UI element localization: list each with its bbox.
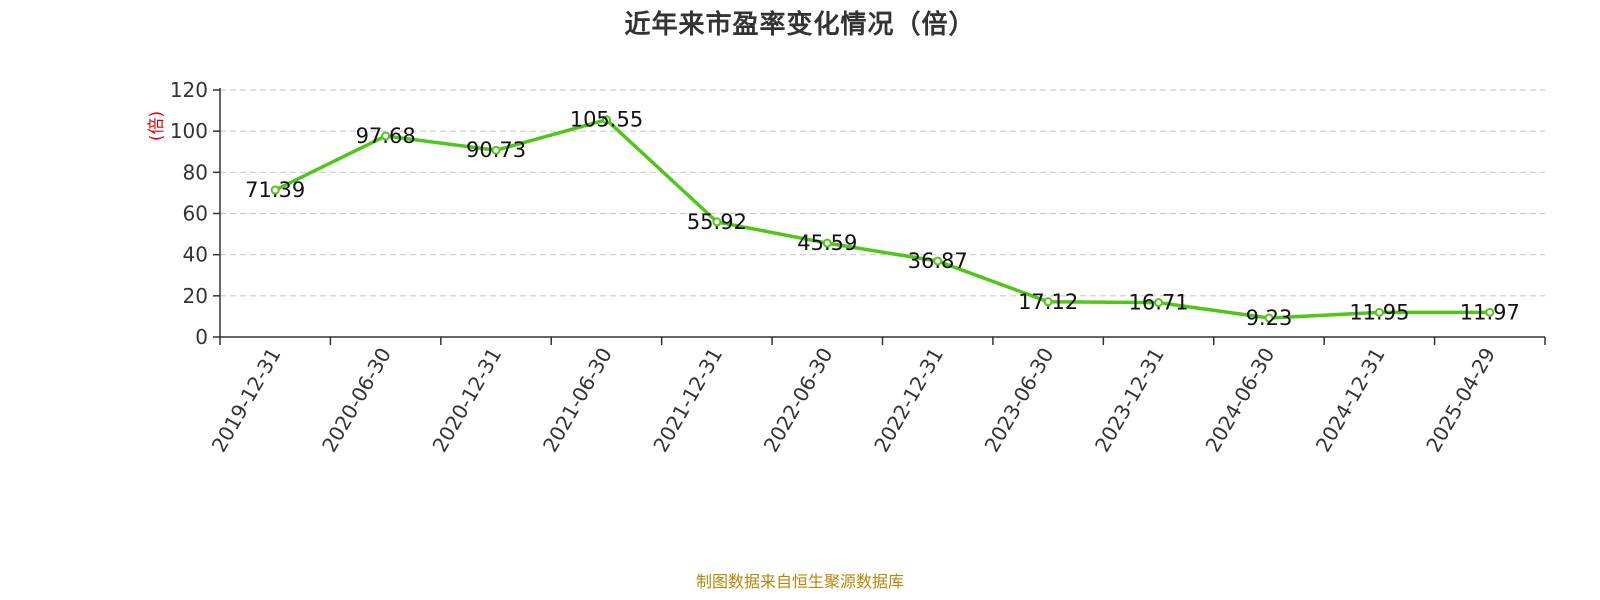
data-label: 97.68	[356, 124, 416, 148]
data-point	[1154, 298, 1164, 308]
line-chart: (倍) 0 20 40 60 80 100 120 2019-12-31 2020-06-30…	[147, 78, 1546, 456]
y-tick-label: 80	[183, 160, 208, 184]
data-point	[1264, 313, 1274, 323]
y-tick-label: 100	[170, 119, 208, 143]
data-label: 16.71	[1128, 291, 1188, 315]
data-point	[270, 185, 280, 195]
x-tick-label: 2024-12-31	[1311, 344, 1390, 457]
y-tick-label: 20	[183, 284, 208, 308]
series-points	[270, 115, 1495, 323]
y-axis-unit-label: (倍)	[147, 111, 167, 141]
x-tick-label: 2023-06-30	[980, 344, 1059, 457]
data-label: 45.59	[797, 231, 857, 255]
x-tick-label: 2020-12-31	[427, 343, 506, 456]
y-tick-label: 60	[183, 202, 208, 226]
data-point	[601, 115, 611, 125]
data-source-note: 制图数据来自恒生聚源数据库	[695, 572, 904, 591]
data-point	[933, 256, 943, 266]
data-label: 55.92	[687, 210, 747, 234]
data-labels: 71.39 97.68 90.73 105.55 55.92 45.59 36.87 17.1…	[245, 108, 1520, 330]
x-tick-label: 2024-06-30	[1200, 344, 1279, 457]
data-point	[822, 238, 832, 248]
x-tick-label: 2023-12-31	[1090, 344, 1169, 457]
grid-lines	[220, 89, 1545, 297]
data-label: 9.23	[1246, 306, 1293, 330]
data-label: 71.39	[245, 178, 305, 202]
data-label: 90.73	[466, 138, 526, 162]
data-label: 36.87	[908, 249, 968, 273]
axes	[213, 88, 1546, 345]
series-line	[273, 117, 1492, 320]
y-tick-label: 120	[170, 78, 208, 102]
x-tick-label: 2022-12-31	[869, 343, 948, 456]
data-point	[381, 131, 391, 141]
x-tick-label: 2022-06-30	[759, 344, 838, 457]
y-tick-labels: 0 20 40 60 80 100 120	[170, 78, 208, 349]
data-label: 105.55	[570, 108, 643, 132]
data-label: 17.12	[1018, 290, 1078, 314]
x-tick-label: 2025-04-29	[1421, 344, 1500, 457]
series-polyline	[273, 117, 1492, 320]
data-point	[712, 217, 722, 227]
data-point	[1043, 297, 1053, 307]
data-point	[491, 145, 501, 155]
data-point	[1485, 307, 1495, 317]
x-tick-label: 2021-12-31	[648, 344, 727, 457]
chart-title: 近年来市盈率变化情况（倍）	[624, 10, 976, 40]
y-tick-label: 0	[195, 325, 208, 349]
x-tick-labels: 2019-12-31 2020-06-30 2020-12-31 2021-06-30…	[207, 343, 1500, 456]
data-label: 11.97	[1460, 300, 1520, 324]
x-tick-label: 2021-06-30	[538, 344, 617, 457]
data-label: 11.95	[1349, 300, 1409, 324]
data-point	[1374, 307, 1384, 317]
x-tick-label: 2019-12-31	[207, 344, 286, 457]
x-tick-label: 2020-06-30	[317, 344, 396, 457]
y-tick-label: 40	[183, 243, 208, 267]
